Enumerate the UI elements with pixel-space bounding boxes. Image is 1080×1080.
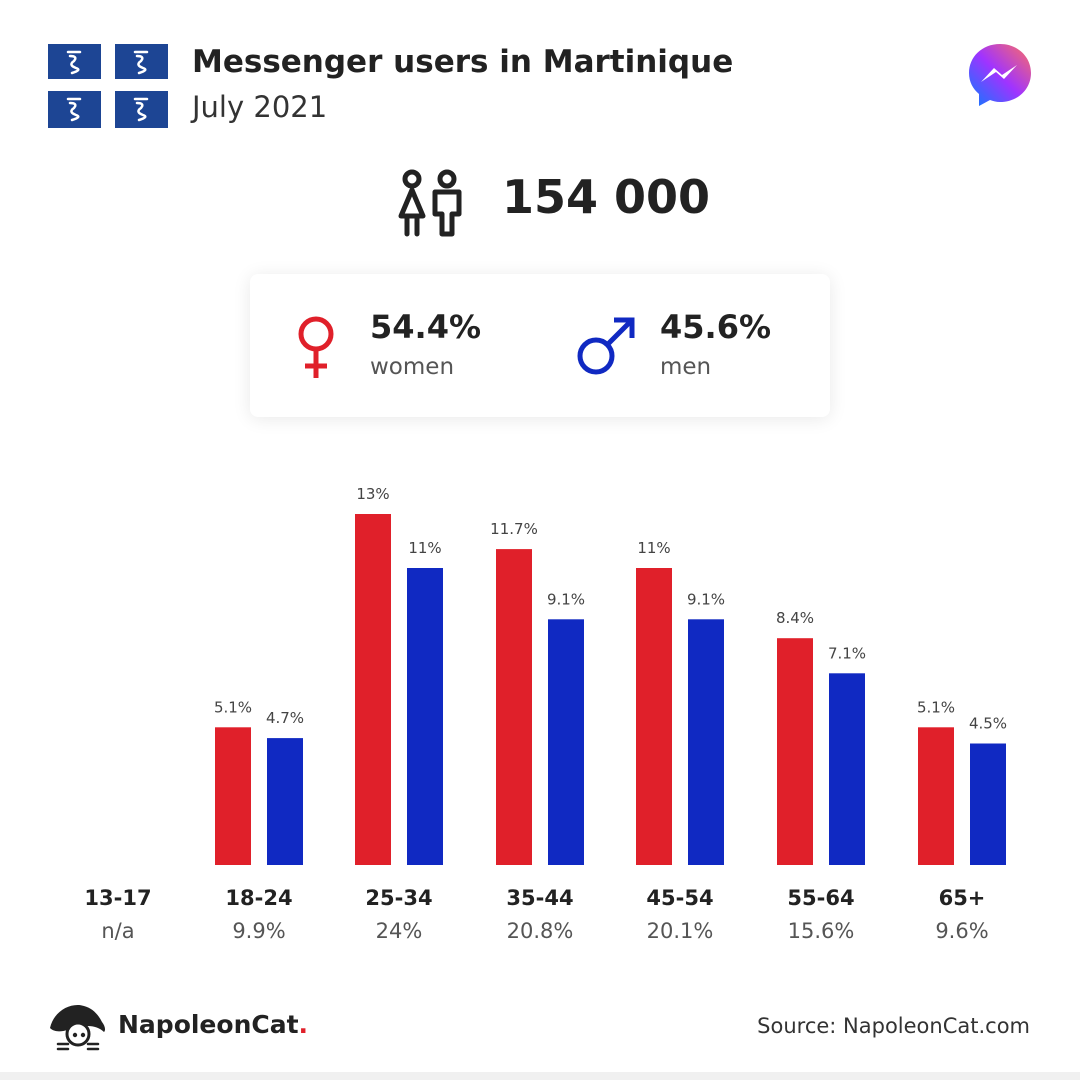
messenger-logo-icon bbox=[969, 44, 1031, 106]
bar-men-65+ bbox=[970, 743, 1006, 865]
bar-men-35-44 bbox=[548, 619, 584, 865]
male-symbol-icon bbox=[577, 317, 635, 375]
bar-label-men-45-54: 9.1% bbox=[687, 590, 725, 608]
brand-dot: . bbox=[298, 1010, 309, 1039]
bar-women-35-44 bbox=[496, 549, 532, 865]
bar-label-men-25-34: 11% bbox=[408, 539, 441, 557]
bar-men-45-54 bbox=[688, 619, 724, 865]
category-total-55-64: 15.6% bbox=[788, 919, 855, 943]
bar-label-women-35-44: 11.7% bbox=[490, 520, 538, 538]
men-label: men bbox=[660, 354, 712, 380]
brand-name: NapoleonCat. bbox=[118, 1010, 308, 1039]
women-label: women bbox=[370, 354, 455, 380]
source-note: Source: NapoleonCat.com bbox=[757, 1014, 1030, 1038]
bar-men-55-64 bbox=[829, 673, 865, 865]
female-symbol-icon bbox=[298, 316, 334, 378]
bar-men-18-24 bbox=[267, 738, 303, 865]
gender-card bbox=[250, 274, 830, 417]
category-label-25-34: 25-34 bbox=[365, 886, 432, 910]
bar-label-men-55-64: 7.1% bbox=[828, 644, 866, 662]
bar-label-women-18-24: 5.1% bbox=[214, 698, 252, 716]
bar-women-18-24 bbox=[215, 727, 251, 865]
bar-label-men-35-44: 9.1% bbox=[547, 590, 585, 608]
total-users-value: 154 000 bbox=[502, 170, 711, 224]
category-total-65+: 9.6% bbox=[935, 919, 988, 943]
bar-label-women-65+: 5.1% bbox=[917, 698, 955, 716]
brand-name-text: NapoleonCat bbox=[118, 1010, 299, 1039]
bar-label-women-55-64: 8.4% bbox=[776, 609, 814, 627]
page-subtitle: July 2021 bbox=[192, 90, 328, 124]
category-total-13-17: n/a bbox=[101, 919, 134, 943]
women-percentage: 54.4% bbox=[370, 308, 482, 346]
category-label-65+: 65+ bbox=[939, 886, 986, 910]
category-label-35-44: 35-44 bbox=[506, 886, 573, 910]
category-total-25-34: 24% bbox=[376, 919, 423, 943]
category-label-13-17: 13-17 bbox=[84, 886, 151, 910]
bar-label-women-25-34: 13% bbox=[356, 485, 389, 503]
category-label-18-24: 18-24 bbox=[225, 886, 292, 910]
men-percentage: 45.6% bbox=[660, 308, 772, 346]
category-total-45-54: 20.1% bbox=[647, 919, 714, 943]
bar-label-men-65+: 4.5% bbox=[969, 715, 1007, 733]
bar-label-men-18-24: 4.7% bbox=[266, 709, 304, 727]
age-gender-bar-chart: 13-17 n/a 5.1% 4.7% 18-24 9.9% 13% 11% 25-34 24% 1… bbox=[84, 485, 1007, 943]
category-total-18-24: 9.9% bbox=[232, 919, 285, 943]
category-total-35-44: 20.8% bbox=[507, 919, 574, 943]
bar-women-45-54 bbox=[636, 568, 672, 865]
bar-women-65+ bbox=[918, 727, 954, 865]
bar-men-25-34 bbox=[407, 568, 443, 865]
category-label-55-64: 55-64 bbox=[787, 886, 854, 910]
category-label-45-54: 45-54 bbox=[646, 886, 713, 910]
bottom-strip bbox=[0, 1072, 1080, 1080]
martinique-flag-icon bbox=[48, 44, 168, 128]
bar-women-25-34 bbox=[355, 514, 391, 865]
page-title: Messenger users in Martinique bbox=[192, 44, 734, 80]
users-icon bbox=[398, 169, 462, 237]
bar-women-55-64 bbox=[777, 638, 813, 865]
bar-label-women-45-54: 11% bbox=[637, 539, 670, 557]
napoleoncat-logo-icon bbox=[50, 1004, 106, 1051]
